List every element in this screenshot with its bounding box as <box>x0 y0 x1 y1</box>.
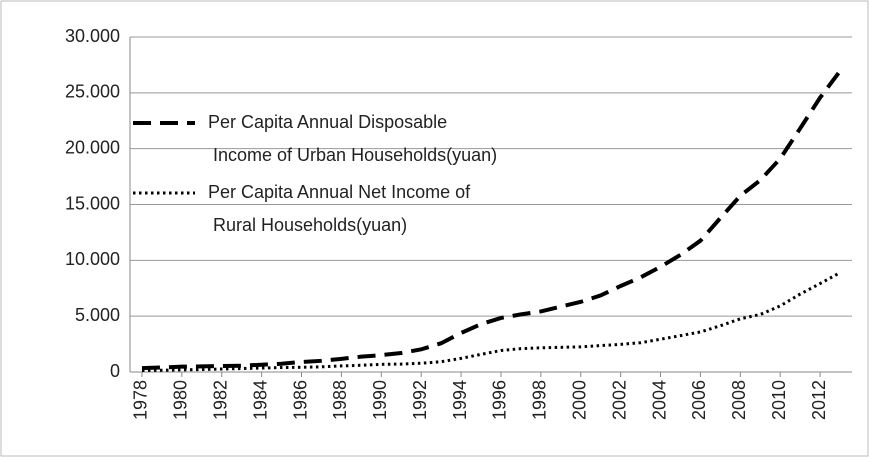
y-tick-label: 10.000 <box>65 249 120 269</box>
x-tick-label: 2008 <box>729 380 749 420</box>
x-tick-label: 1998 <box>530 380 550 420</box>
line-series <box>141 69 842 371</box>
x-tick-label: 2002 <box>609 380 629 420</box>
y-tick-label: 30.000 <box>65 26 120 46</box>
x-tick-label: 2006 <box>689 380 709 420</box>
line-series <box>141 271 841 373</box>
x-tick-label: 1992 <box>410 380 430 420</box>
x-tick-label: 1978 <box>131 380 151 420</box>
y-tick-label: 25.000 <box>65 82 120 102</box>
x-tick-label: 1996 <box>490 380 510 420</box>
y-tick-label: 5.000 <box>75 305 120 325</box>
y-tick-label: 15.000 <box>65 193 120 213</box>
legend-label: Per Capita Annual Net Income of Rural Ho… <box>208 182 471 235</box>
x-tick-label: 2004 <box>649 380 669 420</box>
x-tick-label: 1986 <box>290 380 310 420</box>
legend-label: Per Capita Annual Disposable Income of U… <box>208 112 497 165</box>
x-tick-label: 1990 <box>370 380 390 420</box>
x-tick-label: 2012 <box>809 380 829 420</box>
x-tick-label: 1988 <box>330 380 350 420</box>
x-tick-label: 2000 <box>570 380 590 420</box>
x-tick-label: 1982 <box>210 380 230 420</box>
x-tick-label: 2010 <box>769 380 789 420</box>
x-tick-label: 1980 <box>171 380 191 420</box>
y-tick-label: 20.000 <box>65 137 120 157</box>
x-tick-label: 1994 <box>450 380 470 420</box>
y-tick-label: 0 <box>110 361 120 381</box>
x-tick-label: 1984 <box>250 380 270 420</box>
